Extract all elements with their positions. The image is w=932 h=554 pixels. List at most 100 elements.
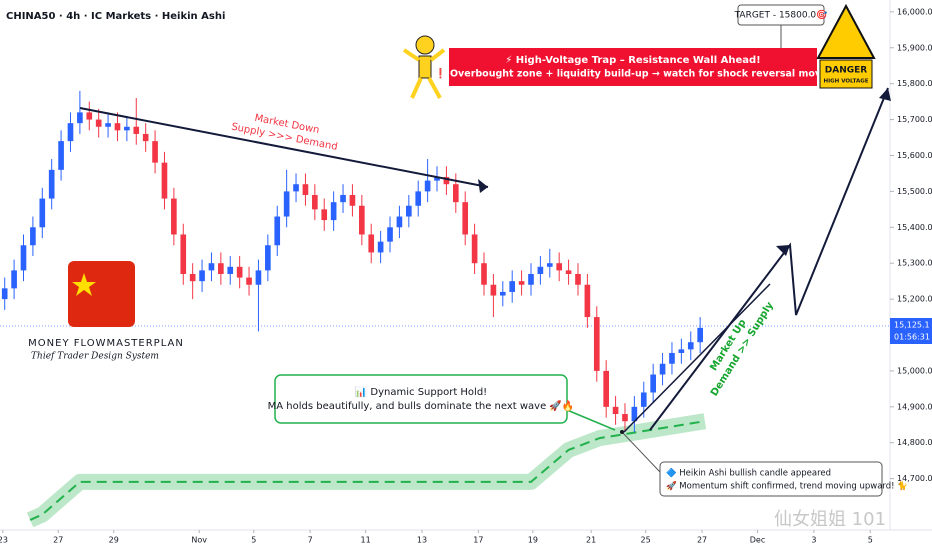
candle-body <box>490 284 497 296</box>
brand-subtitle: Thief Trader Design System <box>31 352 159 362</box>
candle-body <box>603 370 609 407</box>
candle-body <box>171 198 177 235</box>
y-tick-label: 15,300.0 <box>897 259 932 268</box>
candle-body <box>30 227 36 246</box>
candle-body <box>556 263 563 271</box>
candle-body <box>537 266 544 274</box>
candle-body <box>114 123 121 131</box>
candle-body <box>274 216 281 246</box>
target-label: TARGET - 15800.0🎯 <box>734 10 828 21</box>
arrow-head <box>478 179 488 193</box>
trap-title: ⚡ High-Voltage Trap – Resistance Wall Ah… <box>505 55 760 66</box>
candle-body <box>687 342 694 350</box>
brand-box <box>6 336 206 364</box>
candle-body <box>152 141 158 163</box>
candle-body <box>593 317 600 371</box>
y-tick-label: 15,600.0 <box>897 151 932 160</box>
candle-body <box>387 227 393 242</box>
countdown-label: 01:56:31 <box>894 333 930 342</box>
y-tick-label: 15,000.0 <box>897 366 932 375</box>
y-tick-label: 14,900.0 <box>897 402 932 411</box>
x-tick-label: Nov <box>191 536 207 545</box>
candle-body <box>612 406 619 415</box>
candle-body <box>509 281 516 292</box>
candle-body <box>105 123 111 127</box>
candle-body <box>1 288 8 300</box>
candle-body <box>471 234 478 264</box>
candle-body <box>631 406 638 422</box>
x-tick-label: 5 <box>868 536 873 545</box>
candle-body <box>312 194 318 210</box>
chart-title: CHINA50 · 4h · IC Markets · Heikin Ashi <box>6 11 225 22</box>
ha-point <box>620 430 624 434</box>
candle-body <box>340 194 346 203</box>
candle-body <box>584 284 591 318</box>
candle-body <box>67 123 74 142</box>
candle-body <box>462 202 469 235</box>
x-tick-label: 19 <box>528 536 538 545</box>
projection-path <box>649 87 889 431</box>
y-tick-label: 14,800.0 <box>897 438 932 447</box>
candle-body <box>669 352 675 364</box>
brand-title: MONEY FLOWMASTERPLAN <box>28 338 184 349</box>
candle-body <box>499 291 506 296</box>
danger-label: DANGER <box>825 66 868 76</box>
x-tick-label: Dec <box>750 536 765 545</box>
candle-body <box>189 273 196 282</box>
candle-body <box>330 202 337 221</box>
trap-text: ❗ Overbought zone + liquidity build-up →… <box>435 68 831 80</box>
flag-star <box>72 273 96 296</box>
candle-body <box>161 162 168 199</box>
candle-body <box>293 184 299 192</box>
ha-connector <box>621 431 661 473</box>
skeleton-icon <box>402 35 446 99</box>
x-tick-label: 13 <box>417 536 427 545</box>
candle-body <box>359 205 365 235</box>
danger-plate <box>819 59 873 89</box>
candle-body <box>640 392 647 407</box>
support-title: 📊 Dynamic Support Hold! <box>355 385 487 398</box>
candle-body <box>236 266 243 278</box>
x-tick-label: 25 <box>641 536 651 545</box>
candle-body <box>142 133 149 142</box>
arrow-head <box>879 88 891 101</box>
y-tick-label: 14,700.0 <box>897 474 932 483</box>
candle-body <box>77 112 83 124</box>
candle-body <box>95 119 102 127</box>
candle-body <box>377 241 384 253</box>
candle-body <box>124 126 130 131</box>
candle-body <box>321 209 328 221</box>
danger-sign <box>816 3 876 59</box>
candle-body <box>11 270 17 289</box>
high-voltage-label: HIGH VOLTAGE <box>824 79 869 85</box>
candle-body <box>518 281 525 285</box>
x-tick-label: 27 <box>697 536 707 545</box>
y-tick-label: 15,400.0 <box>897 223 932 232</box>
candle-body <box>415 191 422 206</box>
ha-title: 🔷 Heikin Ashi bullish candle appeared <box>666 468 831 479</box>
down-trendline <box>79 107 489 188</box>
candle-body <box>575 273 581 285</box>
support-box <box>274 374 568 424</box>
candle-body <box>180 234 187 274</box>
candle-body <box>133 126 140 134</box>
ha-box <box>659 461 883 497</box>
candle-body <box>659 363 666 375</box>
candle-body <box>58 141 64 170</box>
x-tick-label: 29 <box>109 536 119 545</box>
candle-body <box>546 263 553 267</box>
x-tick-label: 3 <box>811 536 816 545</box>
candle-body <box>434 177 440 181</box>
candle-body <box>452 184 459 203</box>
plot-area <box>0 90 890 528</box>
candle-body <box>697 327 703 343</box>
candle-body <box>481 263 487 285</box>
candle-body <box>208 263 215 271</box>
x-tick-label: 17 <box>473 536 483 545</box>
candle-body <box>283 191 290 217</box>
y-tick-label: 15,900.0 <box>897 43 932 52</box>
candle-body <box>20 245 27 271</box>
candle-body <box>218 263 224 274</box>
watermark: 仙女姐姐 101 <box>774 509 886 530</box>
